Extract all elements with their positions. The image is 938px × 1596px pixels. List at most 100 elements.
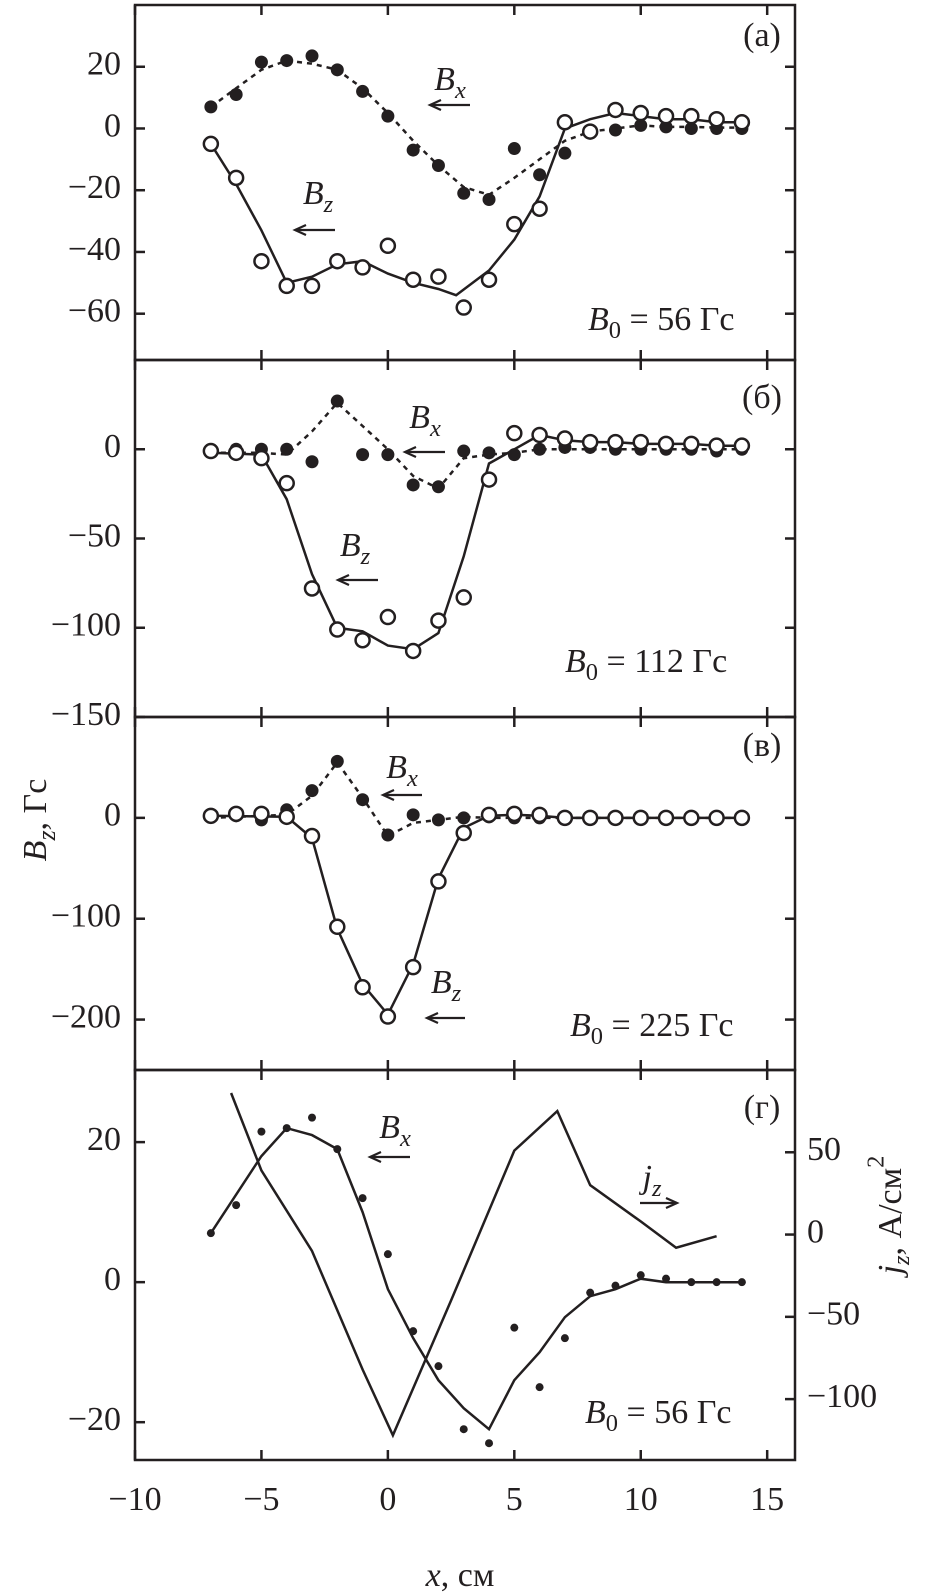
arrow-head [424, 1011, 439, 1025]
data-point [329, 918, 346, 936]
data-point [708, 110, 725, 128]
data-point [333, 1145, 342, 1154]
data-point [303, 277, 321, 295]
panel-frame [133, 1068, 797, 1462]
data-point [409, 1327, 418, 1336]
data-point [683, 809, 700, 827]
data-point [253, 449, 270, 467]
data-point [383, 1250, 392, 1259]
data-point [733, 809, 751, 827]
data-point [354, 631, 371, 649]
y-tick-label: −150 [51, 696, 121, 733]
data-point [431, 159, 445, 173]
x-axis-label-base: x [425, 1557, 441, 1594]
data-point [354, 259, 371, 276]
annotation: Bz [340, 527, 371, 570]
data-point [278, 808, 295, 826]
data-point [430, 873, 447, 890]
data-point [632, 809, 649, 827]
y2-axis-label-rest: , А/см [872, 1168, 909, 1256]
data-point [406, 808, 420, 822]
data-point [356, 448, 370, 462]
annotation: Bx [434, 61, 466, 104]
y2-tick-label: −50 [807, 1296, 860, 1333]
annotation: Bz [303, 175, 334, 218]
data-point [381, 448, 395, 462]
data-point [303, 580, 321, 597]
arrow-head [335, 573, 350, 587]
data-point [506, 215, 523, 233]
annotation-base: B [409, 399, 430, 436]
y-tick-label: −50 [68, 517, 121, 554]
data-point [404, 271, 422, 288]
data-point [305, 455, 319, 469]
data-point [354, 979, 371, 996]
data-point [581, 809, 599, 827]
data-point [507, 448, 521, 462]
annotation-sub: x [429, 415, 441, 442]
x-tick-label: −10 [108, 1481, 161, 1518]
data-point [632, 433, 649, 451]
annotation-base: B [386, 749, 407, 786]
annotation-base: B [379, 1109, 400, 1146]
data-point [506, 424, 523, 442]
data-point [356, 84, 370, 98]
annotation-base: B [340, 527, 361, 564]
y-tick-label: 0 [104, 107, 121, 144]
data-point [657, 107, 675, 125]
data-point [455, 824, 472, 842]
annotation-rest: = 56 Гс [618, 1394, 731, 1431]
annotation-sub: x [454, 77, 466, 104]
data-point [330, 394, 344, 408]
annotation: B0 = 112 Гс [565, 643, 727, 686]
annotation-rest: = 112 Гс [598, 643, 727, 680]
annotation: B0 = 56 Гс [588, 301, 734, 344]
data-point [457, 444, 471, 458]
y-tick-label: 0 [104, 428, 121, 465]
arrow-head [665, 1196, 680, 1210]
data-point [254, 55, 268, 69]
annotation-rest: = 225 Гс [603, 1007, 733, 1044]
data-point [229, 88, 243, 102]
data-point [305, 784, 319, 798]
data-point [457, 186, 471, 200]
fit-line [229, 1092, 717, 1439]
annotation-sub: z [451, 980, 462, 1007]
y2-axis-label-sub: z [888, 1255, 915, 1266]
data-point [358, 1194, 367, 1203]
data-point [687, 1278, 696, 1287]
data-point [330, 63, 344, 77]
data-point [708, 437, 725, 454]
y-axis-label-rest: , Гс [17, 779, 54, 831]
data-point [634, 118, 648, 132]
data-point [379, 237, 397, 255]
data-point [684, 121, 698, 135]
data-point [282, 1124, 291, 1133]
annotation: Bz [431, 964, 462, 1007]
data-point [280, 54, 294, 68]
y-tick-label: −40 [68, 231, 121, 268]
data-point [712, 1278, 721, 1287]
y-tick-label: 20 [87, 1121, 121, 1158]
data-point [280, 442, 294, 456]
data-point [506, 805, 523, 823]
annotation-sub: x [399, 1125, 411, 1152]
annotation-base: B [570, 1007, 591, 1044]
data-point [232, 1201, 241, 1210]
annotation: B0 = 56 Гс [585, 1394, 731, 1437]
x-tick-label: 5 [506, 1481, 523, 1518]
y-tick-label: 0 [104, 797, 121, 834]
data-point [278, 474, 295, 492]
data-point [329, 621, 346, 638]
panel-label: (в) [743, 727, 782, 764]
data-point [708, 809, 725, 827]
y-tick-label: 20 [87, 46, 121, 83]
data-point [278, 277, 295, 295]
data-point [381, 828, 395, 842]
data-point [531, 806, 548, 824]
panel-label: (б) [742, 379, 782, 416]
data-point [485, 1439, 494, 1448]
annotation-base: B [434, 61, 455, 98]
